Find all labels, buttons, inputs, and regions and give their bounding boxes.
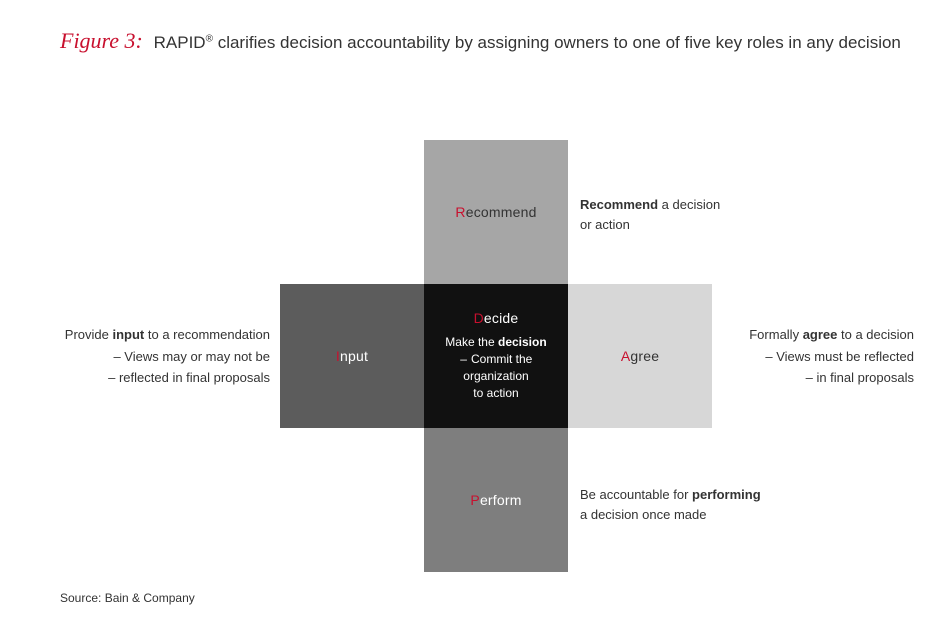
anno-agree-pre: Formally: [749, 327, 802, 342]
figure-title: Figure 3: RAPID® clarifies decision acco…: [60, 28, 901, 54]
figure-title-sup: ®: [206, 33, 213, 44]
role-input: Input: [336, 348, 368, 364]
cell-agree: Agree: [568, 284, 712, 428]
role-recommend-rest: ecommend: [466, 204, 537, 220]
anno-input-sub2: reflected in final proposals: [60, 368, 270, 388]
anno-input-bold: input: [113, 327, 145, 342]
role-decide-rest: ecide: [484, 310, 518, 326]
decide-sub-line1a: Make the: [445, 335, 498, 349]
decide-subtext: Make the decision – Commit the organizat…: [445, 334, 546, 401]
grid-empty-tl: [280, 140, 424, 284]
grid-empty-bl: [280, 428, 424, 572]
anno-recommend-line2: or action: [580, 217, 630, 232]
role-agree-rest: gree: [630, 348, 659, 364]
cell-decide: Decide Make the decision – Commit the or…: [424, 284, 568, 428]
page: Figure 3: RAPID® clarifies decision acco…: [0, 0, 950, 639]
anno-perform-line2: a decision once made: [580, 507, 706, 522]
decide-sub-line1b: decision: [498, 335, 547, 349]
role-decide: Decide: [474, 310, 519, 326]
source-line: Source: Bain & Company: [60, 591, 195, 605]
decide-sub-line4: to action: [473, 386, 518, 400]
anno-input-post: to a recommendation: [144, 327, 270, 342]
role-recommend-first: R: [455, 204, 465, 220]
role-perform-rest: erform: [480, 492, 522, 508]
anno-perform-pre: Be accountable for: [580, 487, 692, 502]
anno-input: Provide input to a recommendation Views …: [60, 325, 270, 388]
role-input-rest: nput: [340, 348, 368, 364]
anno-agree-sub2: in final proposals: [724, 368, 914, 388]
anno-input-sub1: Views may or may not be: [60, 347, 270, 367]
decide-sub-line3: organization: [463, 369, 528, 383]
decide-sub-line2: Commit the: [471, 352, 532, 366]
anno-input-pre: Provide: [65, 327, 113, 342]
anno-recommend-bold: Recommend: [580, 197, 658, 212]
anno-agree: Formally agree to a decision Views must …: [724, 325, 914, 388]
anno-perform-bold: performing: [692, 487, 761, 502]
anno-recommend: Recommend a decision or action: [580, 195, 790, 234]
anno-agree-post: to a decision: [837, 327, 914, 342]
anno-agree-bold: agree: [803, 327, 838, 342]
figure-title-text-b: clarifies decision accountability by ass…: [213, 33, 901, 52]
role-perform-first: P: [470, 492, 480, 508]
role-decide-first: D: [474, 310, 484, 326]
anno-recommend-rest: a decision: [658, 197, 720, 212]
anno-perform: Be accountable for performing a decision…: [580, 485, 810, 524]
cell-perform: Perform: [424, 428, 568, 572]
figure-title-text-a: RAPID: [154, 33, 206, 52]
role-agree: Agree: [621, 348, 659, 364]
role-perform: Perform: [470, 492, 521, 508]
cell-input: Input: [280, 284, 424, 428]
role-recommend: Recommend: [455, 204, 536, 220]
cell-recommend: Recommend: [424, 140, 568, 284]
anno-agree-sub1: Views must be reflected: [724, 347, 914, 367]
role-agree-first: A: [621, 348, 631, 364]
figure-label: Figure 3:: [60, 28, 143, 53]
